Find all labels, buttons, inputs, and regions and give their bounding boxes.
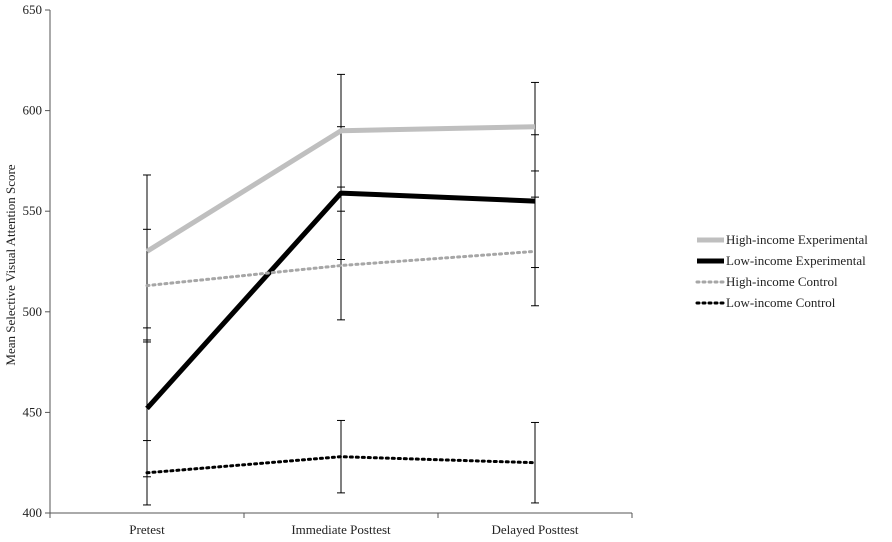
y-tick-label: 550 bbox=[23, 203, 43, 218]
series-lines bbox=[145, 124, 537, 475]
legend-label: Low-income Control bbox=[726, 295, 836, 310]
y-tick-label: 400 bbox=[23, 505, 43, 520]
y-tick-label: 600 bbox=[23, 103, 43, 118]
series-line bbox=[145, 190, 536, 411]
y-tick-label: 450 bbox=[23, 404, 43, 419]
x-tick-label: Immediate Posttest bbox=[291, 522, 391, 537]
x-tick-label: Delayed Posttest bbox=[491, 522, 578, 537]
y-axis-title: Mean Selective Visual Attention Score bbox=[3, 164, 18, 365]
error-bars bbox=[143, 73, 539, 506]
legend-label: High-income Experimental bbox=[726, 232, 868, 247]
series-line bbox=[145, 455, 537, 475]
x-tick-label: Pretest bbox=[129, 522, 165, 537]
y-tick-label: 500 bbox=[23, 304, 43, 319]
series-line bbox=[145, 124, 536, 254]
legend: High-income Experimental Low-income Exper… bbox=[695, 232, 868, 310]
legend-label: High-income Control bbox=[726, 274, 838, 289]
error-bar bbox=[531, 421, 539, 504]
series-line bbox=[145, 249, 537, 288]
legend-label: Low-income Experimental bbox=[726, 253, 866, 268]
error-bar bbox=[531, 196, 539, 307]
y-tick-label: 650 bbox=[23, 2, 43, 17]
chart-axes: 400 450 500 550 600 650 Pretest Immediate Postt… bbox=[23, 2, 633, 537]
